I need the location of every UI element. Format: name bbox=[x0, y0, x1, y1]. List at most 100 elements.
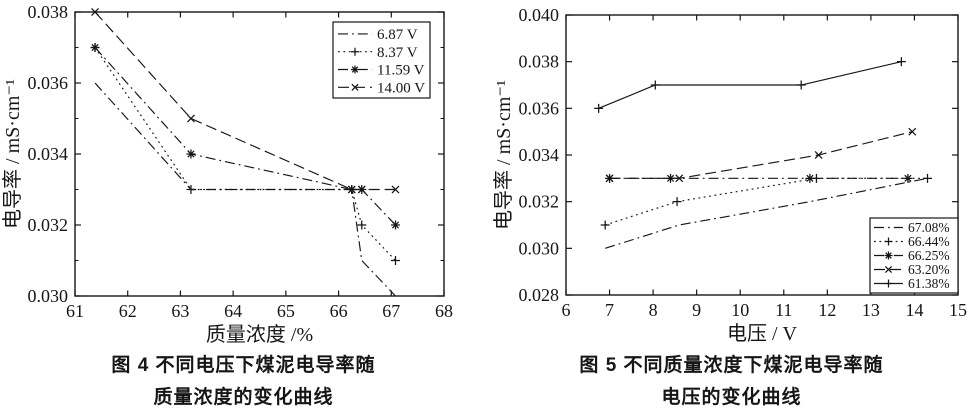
x-marker bbox=[391, 185, 400, 194]
y-tick-label: 0.030 bbox=[28, 286, 69, 306]
figure-5-caption: 图 5 不同质量浓度下煤泥电导率随 电压的变化曲线 bbox=[488, 350, 975, 414]
y-tick-label: 0.036 bbox=[28, 73, 69, 93]
plus-marker bbox=[796, 80, 806, 90]
x-tick-label: 13 bbox=[862, 300, 880, 320]
y-axis: 0.028 0.030 0.032 0.034 0.036 0.038 0.040 bbox=[519, 5, 958, 305]
x-tick-label: 14 bbox=[905, 300, 923, 320]
figure-5: 6 7 8 9 10 11 12 13 14 15 0.028 0.030 0.032 0.034 0.03… bbox=[488, 0, 975, 417]
x-tick-label: 62 bbox=[119, 301, 137, 321]
legend-label: 63.20% bbox=[908, 262, 950, 277]
series-line bbox=[598, 61, 902, 109]
y-tick-label: 0.038 bbox=[519, 52, 560, 72]
plus-marker bbox=[186, 185, 196, 194]
series-14-00-v bbox=[91, 8, 400, 194]
legend-box bbox=[869, 217, 959, 294]
x-tick-label: 67 bbox=[382, 301, 400, 321]
legend-label: 66.25% bbox=[908, 248, 950, 263]
x-tick-label: 11 bbox=[775, 300, 792, 320]
legend-label: 66.44% bbox=[908, 234, 950, 249]
y-tick-label: 0.034 bbox=[519, 145, 560, 165]
legend: 6.87 V 8.37 V 11.59 V14.00 V bbox=[332, 21, 431, 99]
x-tick-label: 66 bbox=[330, 301, 348, 321]
legend-label: 14.00 V bbox=[377, 80, 425, 96]
asterisk-marker bbox=[90, 43, 100, 52]
x-axis-label: 质量浓度 /% bbox=[206, 323, 313, 346]
x-marker bbox=[814, 151, 823, 159]
figure-4-chart: 61 62 63 64 65 66 67 680.0300.0320.0340.0360.03… bbox=[1, 2, 453, 346]
figure-5-caption-line-2: 电压的变化曲线 bbox=[661, 387, 802, 408]
legend-asterisk-marker bbox=[351, 65, 359, 74]
legend-plus-marker bbox=[884, 237, 893, 246]
asterisk-marker bbox=[186, 149, 196, 159]
plus-marker bbox=[600, 220, 610, 230]
series-line bbox=[94, 47, 396, 261]
plot-area: 61 62 63 64 65 66 67 680.0300.0320.0340.0360.03… bbox=[1, 2, 453, 346]
x-marker bbox=[187, 114, 195, 123]
plus-marker bbox=[391, 256, 401, 265]
x-tick-label: 8 bbox=[649, 300, 658, 320]
series-63-20 bbox=[605, 127, 917, 183]
x-axis: 6 7 8 9 10 11 12 13 14 15 bbox=[562, 15, 967, 320]
legend-label: 8.37 V bbox=[377, 45, 418, 61]
plot-area: 6 7 8 9 10 11 12 13 14 15 0.028 0.030 0.032 0.034 0.03… bbox=[492, 5, 967, 345]
asterisk-marker bbox=[391, 220, 401, 230]
y-tick-label: 0.038 bbox=[28, 2, 69, 22]
y-axis-label: 电导率 / mS·cm⁻¹ bbox=[492, 80, 515, 230]
x-marker bbox=[347, 185, 356, 194]
asterisk-marker bbox=[903, 173, 913, 183]
x-marker bbox=[605, 174, 614, 183]
x-tick-label: 10 bbox=[731, 300, 749, 320]
x-marker bbox=[675, 174, 684, 183]
series-line bbox=[609, 131, 913, 179]
y-tick-label: 0.028 bbox=[519, 285, 560, 305]
legend-label: 61.38% bbox=[908, 276, 950, 291]
series-66-44 bbox=[600, 173, 933, 230]
figure-4: 61 62 63 64 65 66 67 68 0.030 0.032 0.034 0.036 0.03… bbox=[0, 0, 487, 417]
plus-marker bbox=[357, 220, 367, 230]
legend-x-marker bbox=[884, 265, 893, 274]
x-tick-label: 12 bbox=[818, 300, 836, 320]
x-tick-label: 7 bbox=[605, 300, 614, 320]
legend-label: 67.08% bbox=[908, 220, 950, 235]
legend-plus-marker bbox=[351, 47, 359, 56]
x-tick-label: 64 bbox=[224, 301, 242, 321]
legend-box bbox=[332, 21, 431, 99]
plus-marker bbox=[896, 57, 906, 67]
asterisk-marker bbox=[805, 173, 815, 183]
legend: 67.08%66.44%66.25%63.20%61.38% bbox=[869, 217, 959, 294]
legend-x-marker bbox=[351, 83, 359, 91]
series-line bbox=[605, 177, 928, 226]
series-line bbox=[605, 177, 928, 249]
asterisk-marker bbox=[666, 173, 676, 183]
x-tick-label: 9 bbox=[692, 300, 701, 320]
x-tick-label: 61 bbox=[66, 301, 84, 321]
x-tick-label: 63 bbox=[171, 301, 189, 321]
figure-4-caption-line-2: 质量浓度的变化曲线 bbox=[153, 387, 334, 408]
figure-4-caption-line-1: 图 4 不同电压下煤泥电导率随 bbox=[111, 355, 376, 376]
series-line bbox=[94, 11, 396, 191]
y-tick-label: 0.034 bbox=[28, 144, 69, 164]
y-tick-label: 0.032 bbox=[519, 192, 560, 212]
plus-marker bbox=[650, 80, 660, 90]
legend-asterisk-marker bbox=[884, 251, 893, 260]
x-axis: 61 62 63 64 65 66 67 68 bbox=[66, 12, 453, 321]
x-tick-label: 15 bbox=[949, 300, 967, 320]
x-axis-label: 电压 / V bbox=[727, 322, 798, 345]
plus-marker bbox=[594, 103, 604, 113]
legend-label: 6.87 V bbox=[377, 27, 418, 43]
y-axis-label: 电导率 / mS·cm⁻¹ bbox=[1, 79, 24, 229]
y-tick-label: 0.040 bbox=[519, 5, 560, 25]
x-marker bbox=[91, 8, 99, 16]
series-67-08 bbox=[605, 177, 928, 249]
series-61-38 bbox=[594, 57, 906, 113]
legend-label: 11.59 V bbox=[377, 63, 425, 79]
plus-marker bbox=[672, 197, 682, 207]
x-marker bbox=[908, 127, 917, 136]
x-marker bbox=[357, 185, 366, 194]
x-tick-label: 6 bbox=[562, 300, 571, 320]
y-tick-label: 0.036 bbox=[519, 98, 560, 118]
y-axis: 0.030 0.032 0.034 0.036 0.038 bbox=[28, 2, 444, 306]
x-tick-label: 65 bbox=[277, 301, 295, 321]
figure-4-caption: 图 4 不同电压下煤泥电导率随 质量浓度的变化曲线 bbox=[0, 350, 487, 414]
